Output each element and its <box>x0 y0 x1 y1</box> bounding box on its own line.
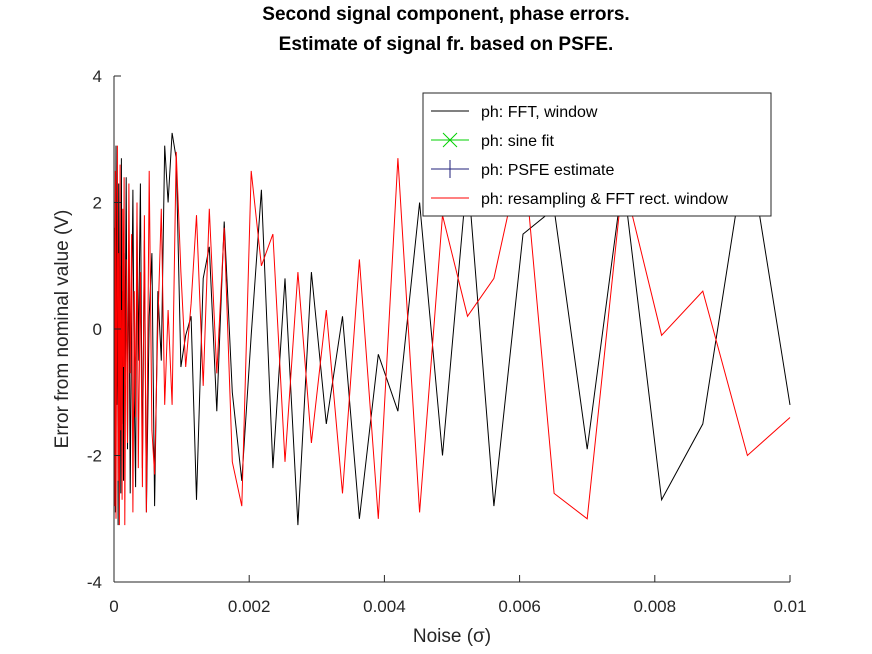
chart-title-line-2: Estimate of signal fr. based on PSFE. <box>279 34 614 55</box>
legend: ph: FFT, window ph: sine fit ph: PSFE esti… <box>422 92 772 217</box>
series-layer <box>113 132 791 526</box>
y-tick-label: -4 <box>87 573 102 592</box>
legend-label: ph: sine fit <box>481 133 554 150</box>
legend-label: ph: FFT, window <box>481 104 598 121</box>
y-axis-label: Error from nominal value (V) <box>52 210 73 449</box>
x-tick-label: 0.004 <box>363 597 406 616</box>
x-axis-label: Noise (σ) <box>413 626 491 647</box>
legend-label: ph: resampling & FFT rect. window <box>481 191 728 208</box>
y-tick-label: 2 <box>93 194 102 213</box>
legend-box <box>422 92 772 217</box>
x-tick-label: 0 <box>109 597 118 616</box>
y-tick-label: -2 <box>87 447 102 466</box>
series-line-3 <box>113 132 791 526</box>
x-tick-label: 0.006 <box>498 597 541 616</box>
x-tick-label: 0.01 <box>773 597 806 616</box>
chart-title-line-1: Second signal component, phase errors. <box>262 4 629 25</box>
legend-marker-x <box>442 132 458 148</box>
axes-layer: 0 0.002 0.004 0.006 0.008 0.01 -4 -2 0 2 4 <box>87 67 807 616</box>
x-tick-label: 0.002 <box>228 597 271 616</box>
y-tick-label: 4 <box>93 67 102 86</box>
x-tick-label: 0.008 <box>634 597 677 616</box>
y-tick-label: 0 <box>93 320 102 339</box>
legend-label: ph: PSFE estimate <box>481 162 614 179</box>
